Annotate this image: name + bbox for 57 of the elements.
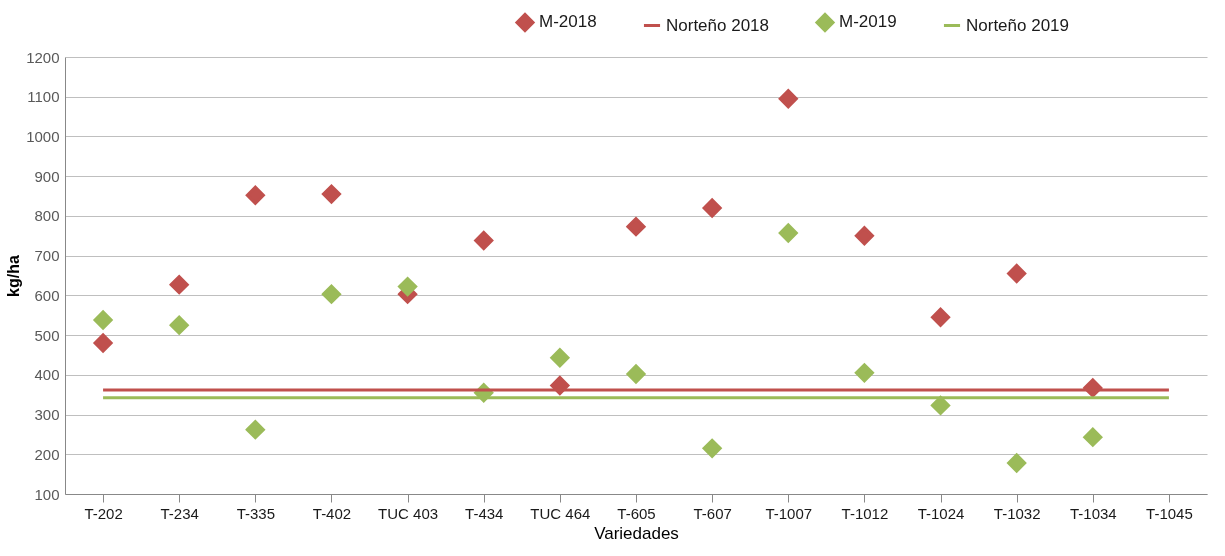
point	[93, 333, 113, 353]
x-tick-label: T-1012	[841, 504, 889, 522]
x-axis-title: Variedades	[594, 523, 679, 543]
x-tick-label: T-434	[465, 504, 504, 522]
point	[321, 184, 342, 204]
y-tick-label: 100	[34, 485, 60, 503]
x-tick-label: T-1032	[993, 504, 1041, 522]
legend-label: Norteño 2018	[666, 15, 770, 35]
y-tick-label: 500	[34, 326, 60, 344]
point	[398, 277, 418, 297]
point	[321, 284, 342, 304]
point	[169, 275, 189, 295]
x-tick-label: T-1045	[1146, 504, 1193, 522]
y-tick-label: 400	[34, 366, 60, 384]
y-tick-label: 200	[34, 445, 60, 463]
point	[854, 363, 874, 383]
point	[245, 185, 265, 205]
legend-label: M-2019	[839, 12, 897, 32]
point	[245, 420, 265, 440]
x-tick-label: T-1034	[1069, 504, 1117, 522]
y-tick-label: 900	[34, 167, 60, 185]
x-tick-label: T-234	[160, 504, 199, 522]
legend-label: Norteño 2019	[966, 15, 1070, 35]
y-tick-label: 600	[34, 286, 60, 304]
point	[930, 307, 951, 327]
x-tick-label: T-1007	[765, 504, 813, 522]
point	[702, 198, 722, 218]
y-axis-title: kg/ha	[5, 255, 23, 297]
point	[626, 217, 646, 237]
x-tick-label: T-202	[84, 504, 123, 522]
y-tick-label: 1200	[26, 48, 60, 66]
legend-label: M-2018	[539, 12, 597, 32]
point	[778, 89, 798, 109]
point	[1083, 427, 1103, 447]
point	[1007, 263, 1027, 284]
y-tick-label: 1000	[26, 127, 60, 145]
point	[169, 315, 189, 335]
y-tick-label: 300	[34, 406, 60, 424]
point	[626, 364, 646, 384]
x-tick-label: TUC 464	[530, 504, 591, 522]
point	[702, 438, 722, 458]
point	[93, 310, 113, 330]
x-tick-label: T-607	[693, 504, 732, 522]
x-tick-label: T-1024	[917, 504, 965, 522]
point	[778, 223, 798, 243]
point	[854, 226, 874, 246]
point	[930, 395, 951, 415]
point	[1007, 453, 1027, 473]
x-tick-label: T-605	[617, 504, 656, 522]
x-tick-label: T-335	[236, 504, 276, 522]
y-tick-label: 800	[34, 207, 60, 225]
x-tick-label: T-402	[312, 504, 352, 522]
point	[474, 230, 494, 251]
x-tick-label: TUC 403	[378, 504, 439, 522]
y-tick-label: 1100	[27, 88, 60, 106]
point	[550, 348, 570, 368]
y-tick-label: 700	[34, 247, 60, 265]
